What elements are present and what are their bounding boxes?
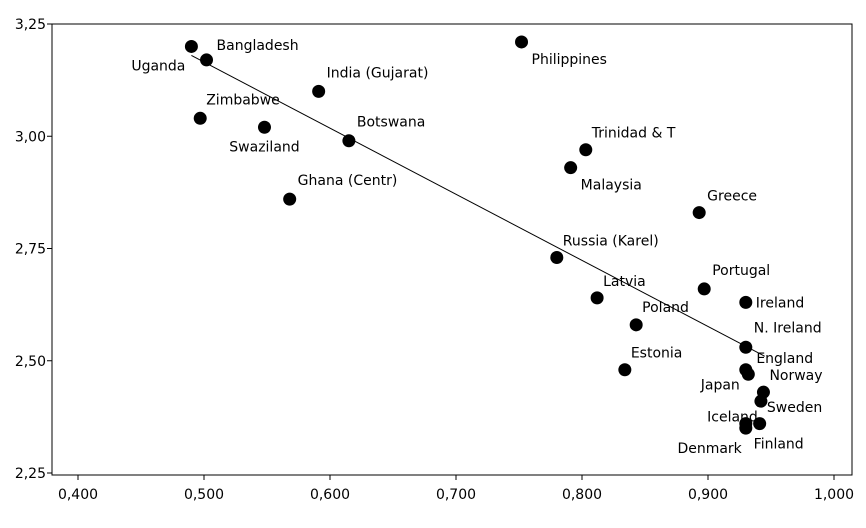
data-point-india-gujarat: [312, 84, 326, 98]
point-label-malaysia: Malaysia: [581, 178, 642, 194]
data-point-greece: [692, 206, 706, 220]
y-tick-label: 3,00: [15, 129, 46, 145]
point-label-poland: Poland: [642, 300, 689, 316]
data-point-ireland: [739, 295, 753, 309]
plot-frame: [51, 23, 853, 476]
x-tick-label: 0,400: [58, 487, 98, 503]
point-label-ghana-centr: Ghana (Centr): [298, 173, 398, 189]
data-point-ghana-centr: [283, 192, 297, 206]
point-label-portugal: Portugal: [712, 263, 770, 279]
x-tick-label: 1,000: [814, 487, 854, 503]
data-point-botswana: [342, 134, 356, 148]
point-label-england: England: [756, 351, 813, 367]
y-tick-label: 2,50: [15, 354, 46, 370]
data-point-poland: [629, 318, 643, 332]
point-label-botswana: Botswana: [357, 115, 425, 131]
point-label-zimbabwe: Zimbabwe: [206, 92, 280, 108]
y-tick-label: 3,25: [15, 17, 46, 33]
data-point-denmark: [739, 421, 753, 435]
data-point-zimbabwe: [193, 111, 207, 125]
data-point-philippines: [515, 35, 529, 49]
data-point-estonia: [618, 363, 632, 377]
y-tick-label: 2,75: [15, 242, 46, 258]
point-label-estonia: Estonia: [631, 346, 683, 362]
point-label-philippines: Philippines: [532, 52, 607, 68]
point-label-ireland: Ireland: [756, 295, 804, 311]
y-tick-label: 2,25: [15, 466, 46, 482]
point-label-trinidad-t: Trinidad & T: [591, 126, 676, 142]
point-label-bangladesh: Bangladesh: [217, 38, 299, 54]
data-point-russia-karel: [550, 250, 564, 264]
data-point-swaziland: [257, 120, 271, 134]
point-label-greece: Greece: [707, 189, 757, 205]
x-tick-label: 0,500: [184, 487, 224, 503]
data-point-finland: [753, 417, 767, 431]
x-tick-label: 0,800: [562, 487, 602, 503]
x-tick-label: 0,600: [310, 487, 350, 503]
data-point-n-ireland: [739, 340, 753, 354]
data-point-latvia: [590, 291, 604, 305]
point-label-india-gujarat: India (Gujarat): [327, 65, 429, 81]
point-label-swaziland: Swaziland: [229, 139, 299, 155]
data-point-sweden: [754, 394, 768, 408]
data-point-uganda: [184, 39, 198, 53]
point-label-iceland: Iceland: [707, 410, 758, 426]
point-label-denmark: Denmark: [677, 441, 742, 457]
data-point-portugal: [697, 282, 711, 296]
x-tick-label: 0,900: [688, 487, 728, 503]
data-point-trinidad-t: [579, 143, 593, 157]
trend-line: [191, 54, 765, 357]
point-label-japan: Japan: [700, 378, 740, 394]
point-label-latvia: Latvia: [603, 274, 646, 290]
point-label-sweden: Sweden: [767, 400, 822, 416]
point-label-finland: Finland: [754, 437, 804, 453]
point-label-uganda: Uganda: [131, 58, 185, 74]
point-label-norway: Norway: [769, 368, 822, 384]
data-point-japan: [739, 363, 753, 377]
point-label-russia-karel: Russia (Karel): [563, 233, 659, 249]
data-point-malaysia: [564, 161, 578, 175]
x-tick-label: 0,700: [436, 487, 476, 503]
point-label-n-ireland: N. Ireland: [754, 320, 822, 336]
data-point-bangladesh: [200, 53, 214, 67]
